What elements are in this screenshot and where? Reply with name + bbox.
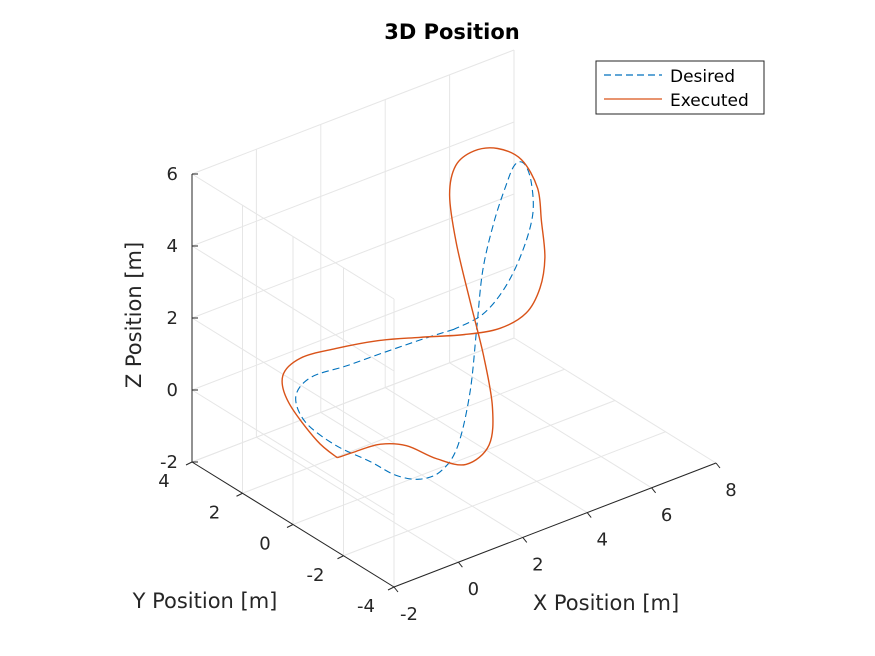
chart-title: 3D Position	[384, 20, 520, 44]
grid-line-wall	[191, 49, 515, 175]
y-tick-label: 2	[209, 502, 220, 523]
y-tick-label: -4	[357, 596, 375, 617]
grid-line-wall	[191, 389, 395, 516]
grid-line-floor	[292, 400, 616, 525]
y-tick-mark	[185, 461, 193, 466]
x-tick-mark	[522, 537, 528, 543]
z-axis-label: Z Position [m]	[122, 242, 146, 388]
y-axis-label: Y Position [m]	[132, 589, 278, 613]
z-tick-label: -2	[160, 452, 178, 473]
grid-line-wall	[191, 121, 515, 247]
x-tick-label: 6	[661, 505, 672, 526]
grid-line-floor	[343, 431, 666, 557]
z-tick-label: 2	[167, 308, 178, 329]
y-tick-label: 0	[259, 534, 270, 555]
legend: Desired Executed	[595, 60, 765, 115]
grid-line-wall	[191, 193, 515, 319]
grid-line-wall	[191, 317, 395, 444]
legend-box	[595, 60, 765, 115]
z-tick-label: 6	[167, 164, 178, 185]
y-tick-mark	[236, 492, 243, 497]
grid-line-wall	[191, 337, 515, 463]
legend-label-executed: Executed	[670, 91, 749, 111]
x-tick-label: 4	[596, 530, 607, 551]
y-tick-mark	[286, 524, 294, 528]
x-tick-mark	[586, 512, 592, 518]
series-line-executed	[281, 147, 546, 466]
x-tick-mark	[715, 462, 721, 469]
z-tick-label: 0	[167, 380, 178, 401]
x-tick-mark	[458, 561, 463, 568]
axes	[185, 173, 721, 593]
grid-line-wall	[191, 245, 395, 372]
grid-line-floor	[242, 368, 565, 494]
x-axis-line	[393, 462, 717, 588]
grid-line-wall	[191, 173, 395, 300]
grid-line-wall	[191, 265, 515, 391]
x-tick-label: 8	[725, 480, 736, 501]
x-tick-mark	[393, 586, 399, 593]
grid-lines	[191, 49, 717, 588]
y-tick-label: -2	[307, 565, 325, 586]
x-tick-label: 0	[468, 579, 479, 600]
x-tick-label: -2	[400, 604, 418, 625]
z-tick-label: 4	[167, 236, 178, 257]
legend-label-desired: Desired	[670, 67, 735, 87]
x-tick-label: 2	[532, 554, 543, 575]
y-tick-mark	[337, 555, 344, 560]
y-tick-mark	[387, 586, 395, 591]
series-line-desired	[295, 161, 534, 480]
y-tick-label: 4	[158, 471, 169, 492]
x-tick-mark	[651, 487, 656, 494]
x-axis-label: X Position [m]	[533, 591, 679, 615]
series-lines	[281, 147, 546, 480]
